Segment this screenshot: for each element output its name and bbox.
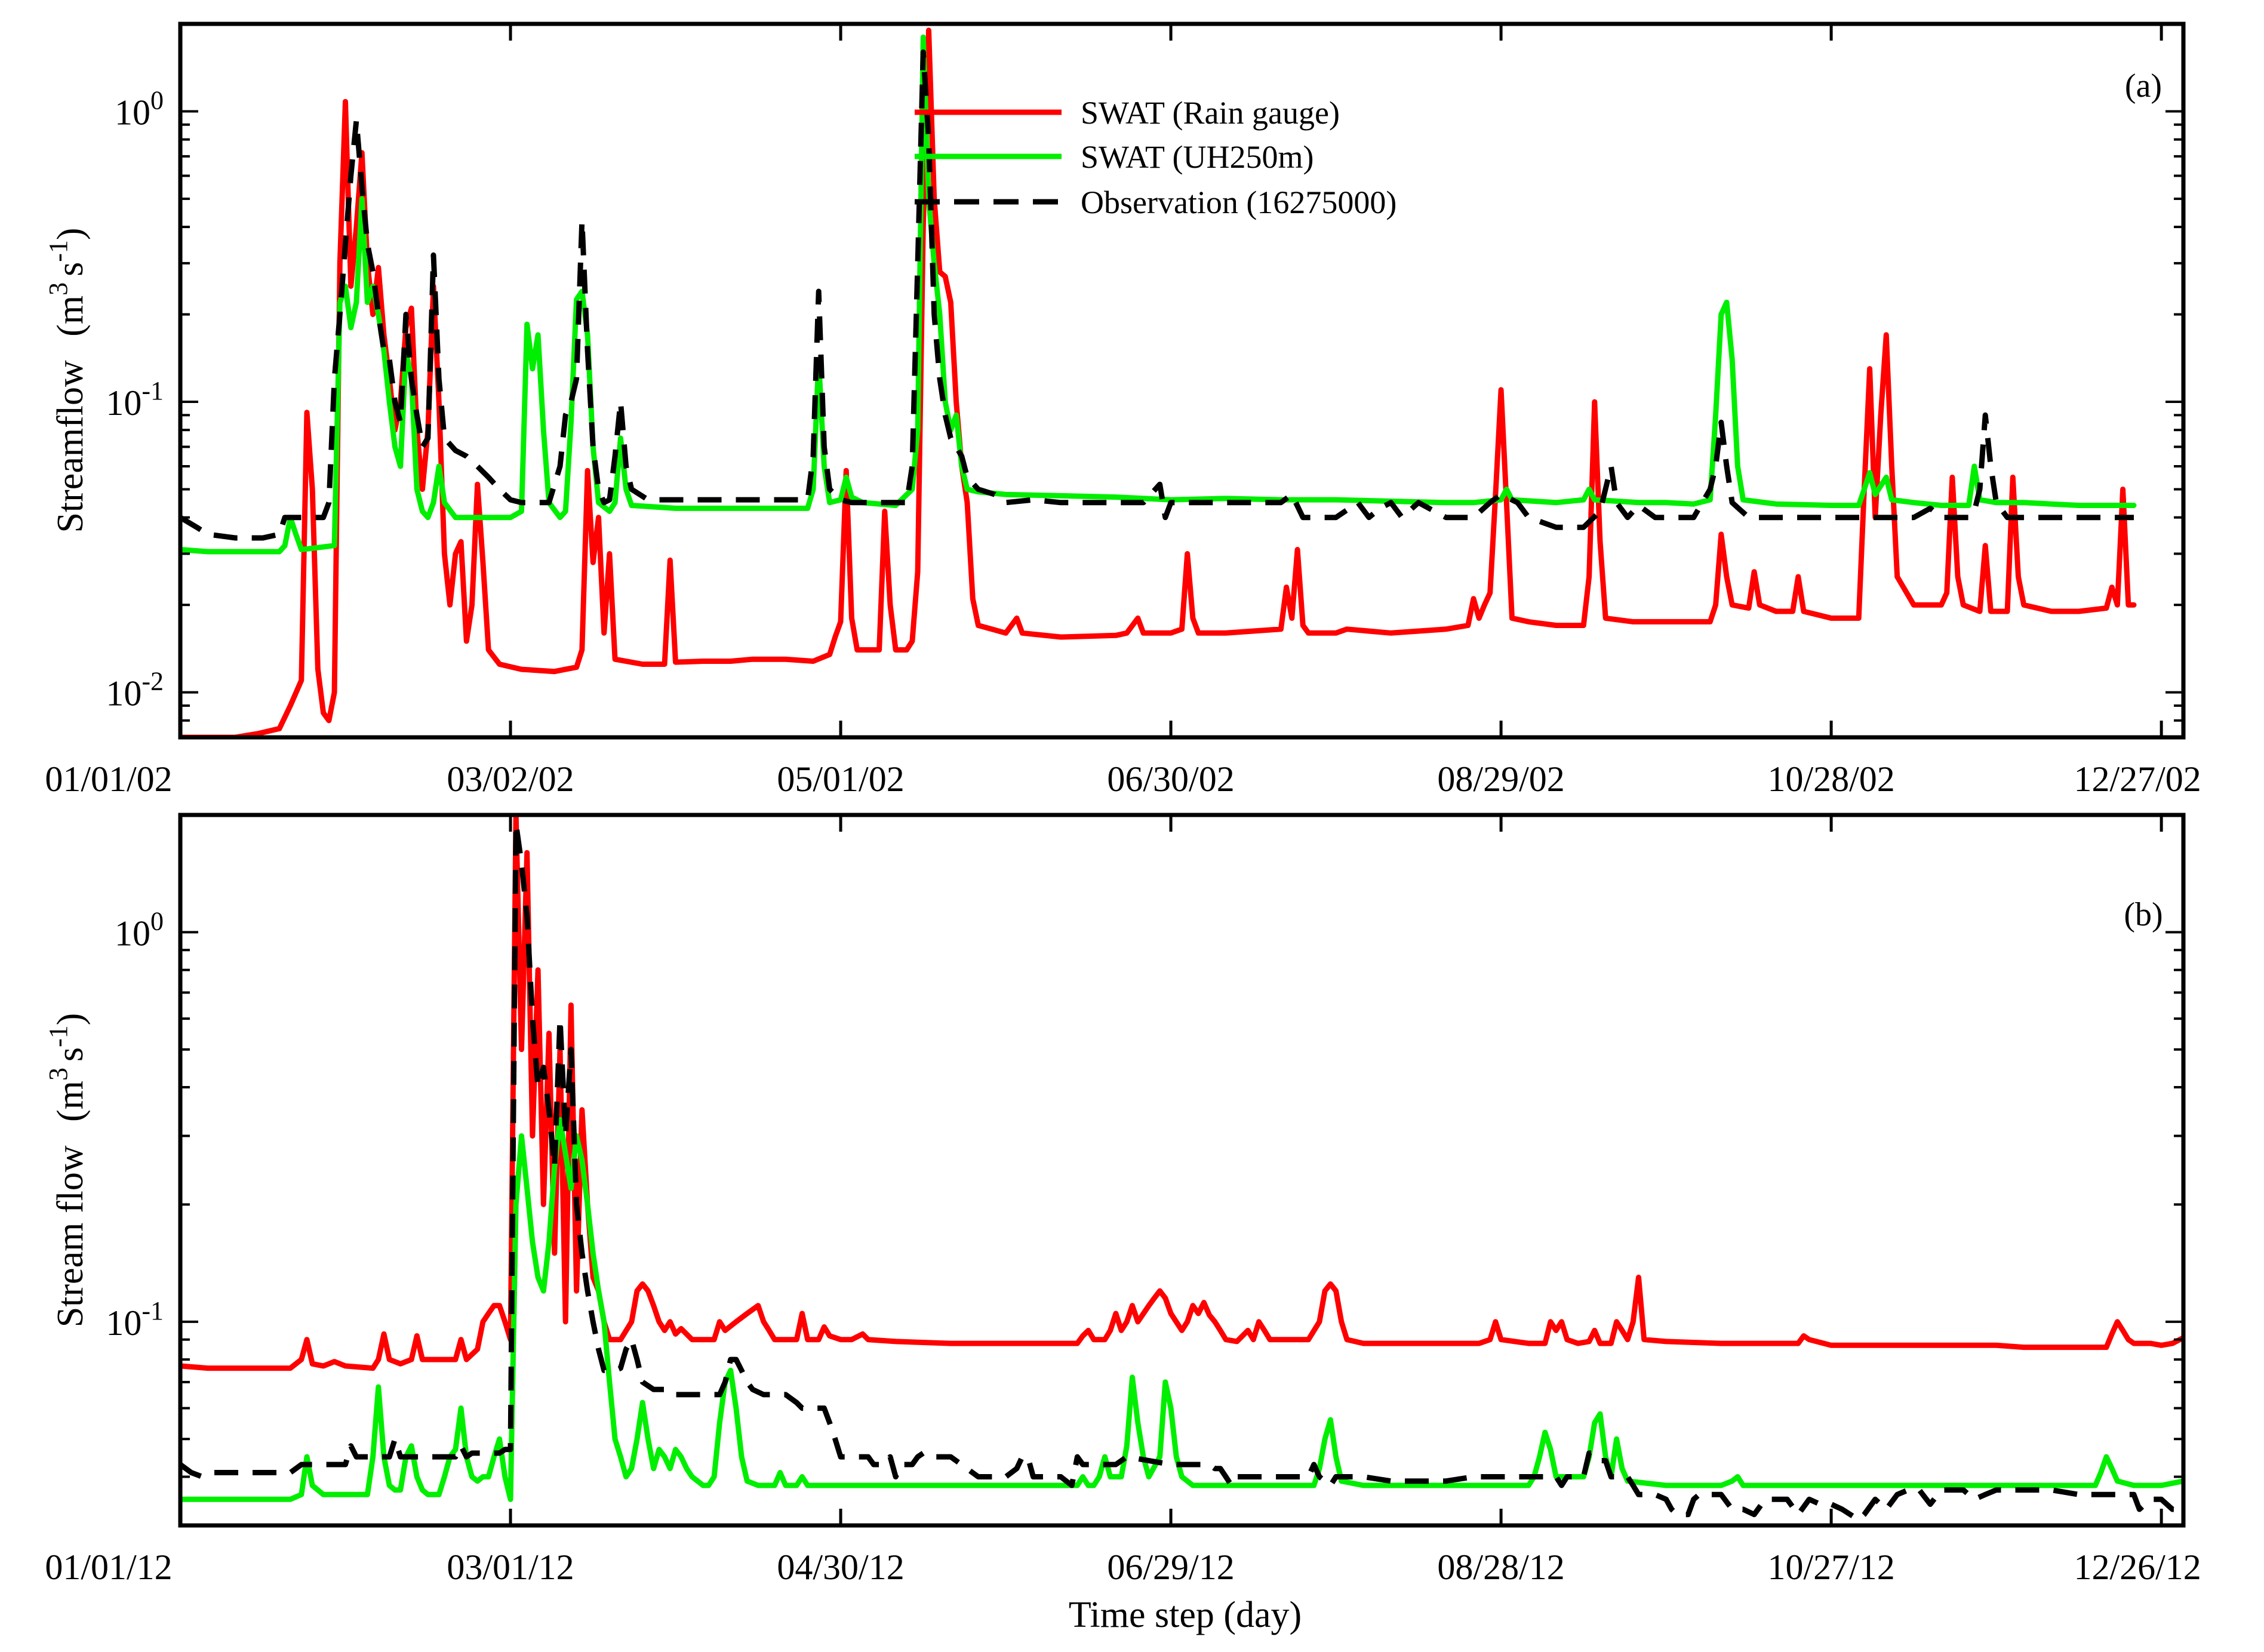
x-tick-label: 06/30/02 <box>1107 759 1234 799</box>
panel-a-label: (a) <box>2125 67 2162 104</box>
panel-a-y-axis: 10-2 10-1 100 <box>106 23 2183 739</box>
y-tick-label: 10-1 <box>106 1296 164 1343</box>
legend-label-rain-gauge: SWAT (Rain gauge) <box>1081 95 1340 131</box>
panel-a-y-unit-s: s <box>50 262 91 276</box>
series-line-b-swat-rain-gauge <box>180 815 2183 1371</box>
panel-b-y-unit-close: ) <box>50 1013 91 1026</box>
x-tick-label: 01/01/12 <box>45 1548 172 1587</box>
panel-a-y-axis-label: Streamflow <box>50 360 91 533</box>
panel-b-y-unit-exp-neg1: -1 <box>44 1025 73 1047</box>
x-tick-label: 03/01/12 <box>447 1548 574 1587</box>
x-tick-label: 01/01/02 <box>45 759 172 799</box>
chart-panel-a: 01/01/02 03/02/02 05/01/02 06/30/02 08/29/02… <box>44 21 2201 799</box>
panel-b-y-axis-unit: (m <box>50 1081 91 1122</box>
panel-a-y-unit-close: ) <box>50 227 91 240</box>
panel-a-x-axis: 01/01/02 03/02/02 05/01/02 06/30/02 08/29/02… <box>45 24 2201 799</box>
series-line-b-swat-uh250m <box>180 1117 2183 1502</box>
series-line-a-swat-rain-gauge <box>180 27 2137 737</box>
x-tick-label: 12/26/12 <box>2074 1548 2201 1587</box>
panel-b-y-axis-label: Stream flow <box>50 1145 91 1327</box>
panel-b-axes-frame <box>178 813 2186 1528</box>
panel-b-y-unit-s: s <box>50 1047 91 1062</box>
x-tick-label: 08/29/02 <box>1437 759 1564 799</box>
legend-label-observation: Observation (16275000) <box>1081 184 1396 220</box>
panel-a-y-axis-unit: (m <box>50 296 91 337</box>
legend-label-uh250m: SWAT (UH250m) <box>1081 139 1314 175</box>
panel-b-x-axis-title: Time step (day) <box>1069 1595 1302 1635</box>
panel-a-axes-frame <box>178 21 2186 740</box>
legend: SWAT (Rain gauge) SWAT (UH250m) Observat… <box>915 95 1396 220</box>
panel-b-y-axis: 10-1 100 <box>106 814 2183 1527</box>
panel-a-y-unit-exp-3: 3 <box>44 282 73 296</box>
panel-a-y-axis-title: Streamflow (m3 s-1) <box>44 227 91 533</box>
x-tick-label: 12/27/02 <box>2074 759 2201 799</box>
panel-a-y-unit-exp-neg1: -1 <box>44 240 73 262</box>
panel-b-series-layer <box>180 815 2183 1523</box>
panel-b-label: (b) <box>2124 896 2163 933</box>
x-tick-label: 08/28/12 <box>1437 1548 1564 1587</box>
y-tick-label: 100 <box>115 85 164 132</box>
x-tick-label: 10/28/02 <box>1767 759 1894 799</box>
series-line-a-observation <box>180 49 2134 541</box>
panel-b-y-axis-title: Stream flow (m3 s-1) <box>44 1013 91 1328</box>
y-tick-label: 100 <box>115 906 164 953</box>
y-tick-label: 10-2 <box>106 667 164 713</box>
chart-panel-b: 01/01/12 03/01/12 04/30/12 06/29/12 08/28/12… <box>44 813 2201 1635</box>
y-tick-label: 10-1 <box>106 376 164 423</box>
x-tick-label: 06/29/12 <box>1107 1548 1234 1587</box>
x-tick-label: 03/02/02 <box>447 759 574 799</box>
x-tick-label: 05/01/02 <box>777 759 904 799</box>
x-tick-label: 04/30/12 <box>777 1548 904 1587</box>
panel-b-y-unit-exp-3: 3 <box>44 1068 73 1081</box>
panel-b-x-axis: 01/01/12 03/01/12 04/30/12 06/29/12 08/28/12… <box>45 815 2201 1587</box>
panel-a-series-layer <box>180 27 2137 737</box>
x-tick-label: 10/27/12 <box>1767 1548 1894 1587</box>
series-line-a-swat-uh250m <box>180 34 2137 555</box>
series-line-b-observation <box>180 821 2183 1523</box>
